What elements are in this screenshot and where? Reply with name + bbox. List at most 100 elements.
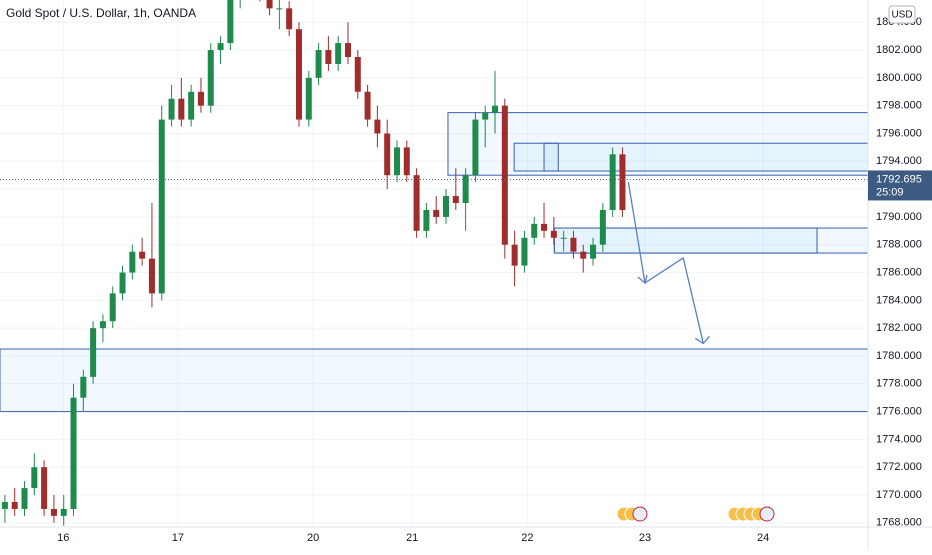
y-tick-label: 1778.000 bbox=[876, 378, 922, 390]
chart-title: Gold Spot / U.S. Dollar, 1h, OANDA bbox=[6, 6, 196, 20]
candle-body bbox=[90, 328, 97, 377]
candle-body bbox=[178, 98, 185, 120]
y-tick-label: 1784.000 bbox=[876, 294, 922, 306]
zone bbox=[553, 227, 818, 254]
candle-body bbox=[80, 376, 87, 398]
candle-body bbox=[286, 8, 293, 30]
arrow bbox=[627, 182, 704, 344]
candle-body bbox=[335, 43, 342, 64]
candle-body bbox=[344, 43, 351, 58]
candle-body bbox=[276, 8, 283, 10]
candle-body bbox=[50, 508, 57, 516]
candle-body bbox=[423, 209, 430, 231]
candle-body bbox=[462, 175, 469, 204]
y-tick-label: 1780.000 bbox=[876, 350, 922, 362]
candle-body bbox=[403, 147, 410, 176]
candle-body bbox=[501, 105, 508, 245]
candle-body bbox=[413, 175, 420, 231]
zone bbox=[0, 348, 868, 413]
y-tick-label: 1770.000 bbox=[876, 489, 922, 501]
candle-body bbox=[217, 43, 224, 51]
last-price-label: 1792.695 bbox=[876, 173, 922, 185]
candle-body bbox=[99, 321, 106, 329]
candle-body bbox=[295, 29, 302, 120]
candle-body bbox=[472, 119, 479, 176]
candle-body bbox=[354, 57, 361, 92]
arrow-head bbox=[694, 336, 710, 345]
candle-body bbox=[560, 237, 567, 239]
candle-body bbox=[541, 223, 548, 231]
zones bbox=[0, 112, 868, 413]
candle-body bbox=[550, 230, 557, 238]
candle-body bbox=[482, 112, 489, 120]
candle-body bbox=[315, 50, 322, 78]
y-tick-label: 1790.000 bbox=[876, 211, 922, 223]
candle-body bbox=[109, 293, 116, 322]
x-tick-label: 17 bbox=[172, 532, 184, 544]
candle-body bbox=[393, 147, 400, 176]
grid bbox=[0, 0, 868, 527]
candle-body bbox=[384, 133, 391, 176]
y-tick-label: 1776.000 bbox=[876, 405, 922, 417]
candle-body bbox=[60, 508, 67, 516]
candle-body bbox=[148, 258, 155, 294]
x-tick-label: 23 bbox=[639, 532, 651, 544]
y-tick-label: 1796.000 bbox=[876, 127, 922, 139]
candle-body bbox=[433, 209, 440, 217]
x-tick-label: 24 bbox=[757, 532, 769, 544]
zone bbox=[447, 112, 868, 176]
candle-body bbox=[590, 244, 597, 259]
candle-body bbox=[1, 501, 8, 509]
zone bbox=[543, 142, 559, 172]
candle-body bbox=[41, 467, 48, 509]
currency-label[interactable]: USD bbox=[891, 10, 912, 21]
y-tick-label: 1800.000 bbox=[876, 72, 922, 84]
currency-button[interactable] bbox=[888, 5, 916, 24]
candle-body bbox=[31, 467, 38, 489]
y-tick-label: 1794.000 bbox=[876, 155, 922, 167]
candle-body bbox=[521, 237, 528, 266]
candle-body bbox=[227, 0, 234, 44]
candle-body bbox=[119, 272, 126, 294]
y-tick-label: 1798.000 bbox=[876, 100, 922, 112]
candle-body bbox=[207, 50, 214, 106]
candle-body bbox=[364, 91, 371, 120]
axes: 1768.000 1770.000 1772.000 1774.000 1776.000… bbox=[57, 16, 932, 544]
candles bbox=[1, 0, 626, 526]
candle-body bbox=[599, 209, 606, 245]
candle-body bbox=[443, 196, 450, 217]
candle-body bbox=[570, 237, 577, 252]
x-tick-label: 22 bbox=[521, 532, 533, 544]
x-tick-label: 21 bbox=[406, 532, 418, 544]
candle-body bbox=[619, 154, 626, 210]
arrow-head bbox=[637, 274, 648, 285]
candle-body bbox=[492, 105, 499, 113]
candle-body bbox=[325, 50, 332, 64]
countdown-label: 25:09 bbox=[876, 186, 904, 198]
y-tick-label: 1772.000 bbox=[876, 461, 922, 473]
y-tick-label: 1782.000 bbox=[876, 322, 922, 334]
overlay bbox=[0, 178, 868, 345]
candle-body bbox=[129, 251, 136, 273]
candle-body bbox=[21, 488, 28, 509]
zone bbox=[513, 142, 868, 172]
candle-body bbox=[168, 98, 175, 120]
candle-body bbox=[452, 196, 459, 204]
candle-body bbox=[609, 154, 616, 210]
y-tick-label: 1802.000 bbox=[876, 44, 922, 56]
candle-body bbox=[188, 91, 195, 120]
candle-body bbox=[531, 223, 538, 238]
candle-body bbox=[139, 251, 146, 259]
y-tick-label: 1774.000 bbox=[876, 433, 922, 445]
candle-body bbox=[197, 91, 204, 106]
candle-body bbox=[305, 77, 312, 120]
candle-body bbox=[266, 0, 273, 9]
y-tick-label: 1788.000 bbox=[876, 239, 922, 251]
candle-body bbox=[70, 397, 77, 509]
x-tick-label: 20 bbox=[307, 532, 319, 544]
last-price-box bbox=[868, 170, 932, 201]
y-tick-label: 1768.000 bbox=[876, 517, 922, 529]
candle-body bbox=[580, 251, 587, 259]
candle-body bbox=[511, 244, 518, 266]
candle-body bbox=[11, 501, 18, 509]
